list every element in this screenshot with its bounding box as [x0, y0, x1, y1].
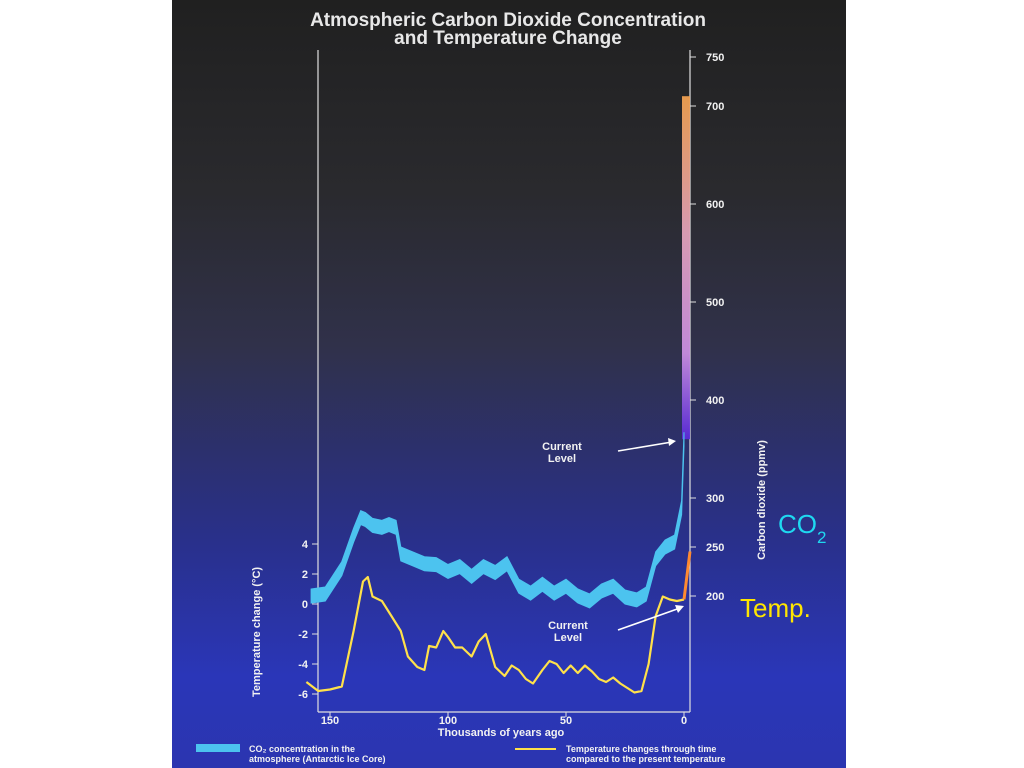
y-left-tick-label--2: -2	[298, 629, 308, 641]
x-tick-label-100: 100	[439, 715, 457, 727]
overlay-temp-label: Temp.	[740, 593, 811, 623]
overlay-co2-subscript: 2	[817, 528, 826, 547]
annotation-co2-line-2: Level	[548, 453, 576, 465]
co2-series-band	[310, 432, 685, 609]
annotation-co2-line-1: Current	[542, 441, 582, 453]
y-left-tick-label-2: 2	[302, 569, 308, 581]
ticks-layer: 150 100 50 0420-2-4-67507006005004003002502…	[298, 52, 724, 727]
slide-image	[172, 0, 846, 768]
y-right-tick-label-700: 700	[706, 101, 724, 113]
temperature-projection	[682, 551, 692, 600]
y-right-tick-label-300: 300	[706, 493, 724, 505]
legend-co2-swatch	[196, 744, 240, 752]
svg-text:CO2: CO2	[778, 509, 826, 547]
annotation-co2-current: Current Level	[542, 438, 676, 465]
chart-title-line-1: Atmospheric Carbon Dioxide Concentration	[310, 10, 706, 31]
chart-title: Atmospheric Carbon Dioxide Concentration…	[310, 10, 706, 49]
y-right-tick-label-750: 750	[706, 52, 724, 64]
annotation-temp-arrow	[617, 607, 681, 631]
co2-projection-band	[682, 96, 690, 440]
y-right-tick-label-200: 200	[706, 591, 724, 603]
y-right-tick-label-600: 600	[706, 199, 724, 211]
legend: CO₂ concentration in the atmosphere (Ant…	[196, 744, 726, 764]
y-axis-label-right: Carbon dioxide (ppmv)	[756, 440, 768, 560]
axes	[317, 50, 691, 713]
legend-temp-label-line-1: Temperature changes through time	[566, 744, 716, 754]
y-left-tick-label-4: 4	[302, 539, 309, 551]
overlay-co2-main: CO	[778, 509, 817, 539]
y-left-tick-label--4: -4	[298, 659, 309, 671]
x-axis-label: Thousands of years ago	[438, 727, 565, 739]
y-axis-label-left: Temperature change (°C)	[251, 567, 263, 697]
annotation-co2-arrowhead	[668, 438, 676, 446]
legend-co2-label-line-1: CO₂ concentration in the	[249, 744, 355, 754]
annotation-temp-line-1: Current	[548, 620, 588, 632]
annotation-temp-line-2: Level	[554, 632, 582, 644]
annotation-temp-arrowhead	[675, 605, 684, 613]
legend-co2-label-line-2: atmosphere (Antarctic Ice Core)	[249, 754, 386, 764]
overlay-co2-label: CO2	[778, 509, 826, 547]
chart-title-line-2: and Temperature Change	[394, 28, 622, 49]
y-right-tick-label-500: 500	[706, 297, 724, 309]
series-layer	[305, 96, 692, 694]
legend-temp-label-line-2: compared to the present temperature	[566, 754, 726, 764]
y-right-tick-label-250: 250	[706, 542, 724, 554]
temperature-series-line	[305, 575, 685, 694]
y-left-tick-label-0: 0	[302, 599, 308, 611]
x-tick-label-50: 50	[560, 715, 572, 727]
x-tick-label-0: 0	[681, 715, 687, 727]
y-right-tick-label-400: 400	[706, 395, 724, 407]
x-tick-label-150: 150	[321, 715, 339, 727]
y-left-tick-label--6: -6	[298, 689, 308, 701]
annotation-co2-arrow	[617, 441, 673, 452]
annotation-temp-current: Current Level	[548, 605, 684, 644]
